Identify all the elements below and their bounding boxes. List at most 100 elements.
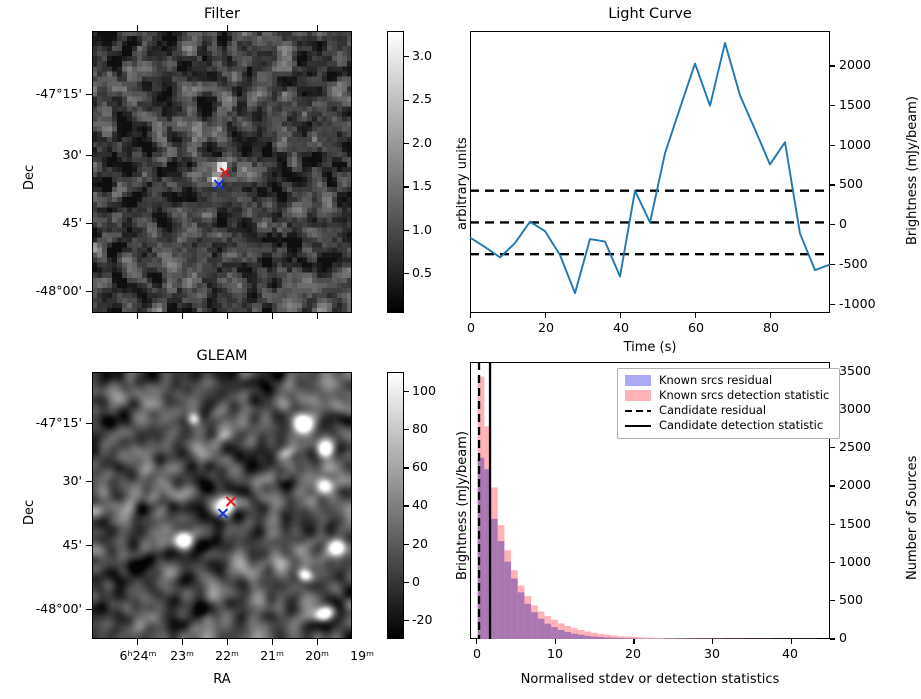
histogram-bar [658, 638, 665, 639]
histogram-bar [617, 638, 625, 639]
filter-cbar-ticklabel: 3.0 [412, 48, 433, 63]
histogram-bar [551, 627, 558, 639]
hist-yticklabel: 2000 [839, 477, 872, 493]
hist-xticklabel: 40 [781, 646, 799, 661]
light-curve-plot-area[interactable] [470, 31, 830, 313]
histogram-bar [537, 618, 545, 639]
gleam-xticklabel: 20ᵐ [305, 648, 329, 663]
gleam-xticklabel: 21ᵐ [260, 648, 284, 663]
histogram-bar [631, 638, 639, 639]
filter-colorbar [387, 31, 404, 313]
hist-xticklabel: 10 [546, 646, 564, 661]
lc-ytick [830, 105, 835, 107]
gleam-xtick [182, 639, 184, 645]
filter-ytick [86, 155, 92, 157]
lc-xticklabel: 60 [687, 320, 705, 335]
histogram-bar [678, 638, 685, 639]
hist-xtick [633, 639, 635, 644]
gleam-xtick [227, 639, 229, 645]
hist-xtick [554, 639, 557, 644]
lc-xticklabel: 80 [762, 320, 780, 335]
gleam-xticklabel: 6ʰ24ᵐ [119, 648, 157, 663]
gleam-cbar-tick [404, 619, 409, 622]
histogram-bar [484, 469, 492, 639]
histogram-bar [477, 457, 485, 639]
legend-label: Candidate detection statistic [659, 417, 824, 432]
hist-xlabel: Normalised stdev or detection statistics [520, 672, 780, 687]
gleam-ytick [86, 481, 92, 483]
histogram-bar [624, 638, 632, 639]
lc-yticklabel: 500 [839, 176, 864, 192]
histogram-bar [584, 635, 592, 639]
legend-label: Candidate residual [659, 402, 766, 417]
gleam-xlabel: RA [213, 672, 231, 687]
histogram-bar [631, 637, 639, 639]
hist-yticklabel: 0 [839, 630, 848, 646]
histogram-bar [517, 592, 525, 639]
filter-xtick [317, 313, 319, 319]
gleam-cbar-ticklabel: 80 [412, 421, 429, 437]
hist-ytick [830, 485, 835, 487]
filter-xtick [272, 313, 274, 319]
histogram-bar [604, 634, 612, 639]
filter-xtick [317, 25, 319, 31]
gleam-xticklabel: 22ᵐ [215, 648, 239, 663]
histogram-bar [531, 612, 538, 639]
lc-ytick [830, 65, 835, 67]
gleam-yticklabel: 45' [62, 537, 83, 552]
filter-cbar-ticklabel: 2.5 [412, 91, 433, 107]
lc-yticklabel: 2000 [839, 57, 872, 73]
legend-label: Known srcs detection statistic [659, 387, 830, 402]
histogram-bar [591, 636, 598, 639]
lc-xlabel: Time (s) [623, 340, 677, 355]
gleam-yticklabel: 30' [62, 473, 83, 488]
filter-cbar-ticklabel: 1.0 [412, 221, 433, 237]
lc-ytick [830, 263, 835, 266]
histogram-legend: Known srcs residual Known srcs detection… [617, 368, 840, 439]
lc-xticklabel: 40 [612, 320, 630, 335]
legend-item-known-srcs-detection-statistic: Known srcs detection statistic [625, 388, 832, 403]
gleam-ytick [86, 423, 92, 425]
filter-yticklabel: -47°15' [35, 86, 82, 101]
histogram-bar [638, 637, 645, 639]
histogram-bar [611, 637, 618, 639]
lc-ytick [830, 224, 835, 226]
gleam-title: GLEAM [196, 348, 248, 364]
histogram-bar [544, 623, 552, 639]
filter-title: Filter [204, 6, 240, 22]
filter-ytick [86, 291, 92, 293]
histogram-bar [584, 631, 592, 639]
histogram-bar [664, 638, 672, 639]
gleam-cbar-tick [404, 543, 409, 545]
gleam-yticklabel: -47°15' [35, 415, 82, 430]
filter-xtick [227, 25, 229, 31]
gleam-ytick [86, 609, 92, 611]
hist-xtick [712, 639, 714, 644]
light-curve-title: Light Curve [608, 6, 692, 22]
lc-xtick [770, 313, 772, 318]
hist-xticklabel: 0 [472, 646, 481, 661]
histogram-bar [597, 633, 605, 639]
filter-xtick [137, 313, 139, 319]
filter-cbar-tick [404, 99, 409, 101]
gleam-xtick [272, 639, 274, 645]
gleam-xtick [317, 639, 319, 645]
gleam-cbar-tick [404, 429, 409, 431]
hist-ytick [830, 638, 835, 640]
histogram-bar [604, 637, 612, 639]
legend-swatch-known-srcs-detection-statistic [625, 390, 651, 401]
histogram-bar [511, 578, 518, 639]
legend-item-known-srcs-residual: Known srcs residual [625, 373, 832, 388]
gleam-image[interactable] [92, 372, 352, 639]
filter-yticklabel: 45' [62, 215, 83, 230]
gleam-cbar-tick [404, 505, 409, 507]
histogram-bar [617, 636, 625, 639]
gleam-ytick [86, 545, 92, 547]
gleam-cbar-ticklabel: -20 [412, 611, 433, 627]
filter-xtick [182, 313, 184, 319]
hist-ytick [830, 523, 835, 525]
hist-yticklabel: 3500 [839, 362, 872, 378]
histogram-bar [497, 541, 505, 639]
filter-cbar-tick [404, 56, 409, 58]
filter-xtick [137, 25, 139, 31]
